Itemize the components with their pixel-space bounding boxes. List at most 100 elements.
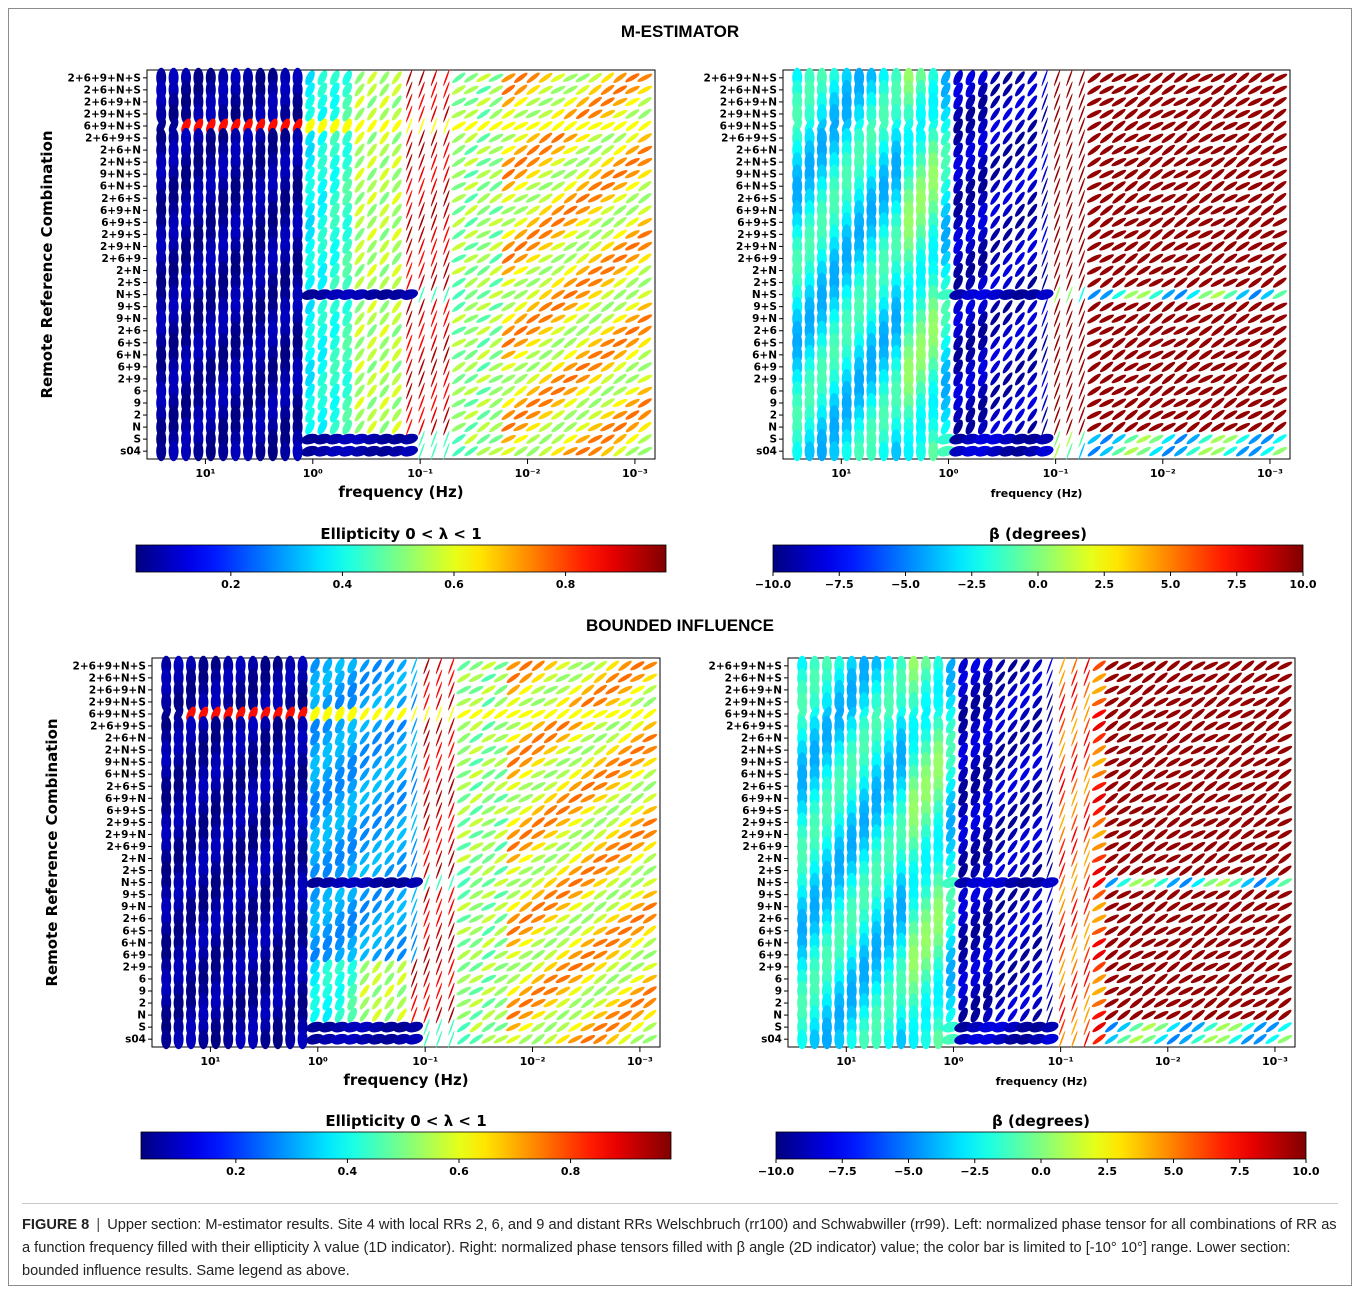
ellipse-mark xyxy=(488,230,504,239)
ellipse-mark xyxy=(317,166,328,182)
ellipse-mark xyxy=(329,214,340,230)
ellipse-mark xyxy=(430,250,438,267)
ellipse-mark xyxy=(406,153,413,171)
ellipse-mark xyxy=(305,106,315,122)
ellipse-mark xyxy=(317,275,328,291)
ellipse-mark xyxy=(637,241,653,251)
ellipse-mark xyxy=(463,242,479,251)
ellipse-mark xyxy=(526,301,540,313)
ellipse-mark xyxy=(367,276,377,290)
ellipse-mark xyxy=(501,121,516,131)
ellipse-mark xyxy=(329,190,340,206)
ellipse-mark xyxy=(637,302,653,311)
ellipse-mark xyxy=(538,229,553,240)
ellipse-mark xyxy=(329,238,340,254)
ellipse-mark xyxy=(406,225,413,243)
ellipse-mark xyxy=(430,165,438,183)
ellipse-mark xyxy=(354,251,365,266)
ellipse-mark xyxy=(418,213,425,231)
ellipse-mark xyxy=(406,165,413,183)
ellipse-mark xyxy=(563,277,578,288)
ellipse-mark xyxy=(406,129,413,147)
ellipse-mark xyxy=(463,157,479,167)
ellipse-mark xyxy=(637,85,653,95)
ellipse-mark xyxy=(588,145,603,155)
ellipse-mark xyxy=(391,107,402,121)
ellipse-mark xyxy=(367,263,377,278)
ellipse-mark xyxy=(563,290,578,299)
ellipse-mark xyxy=(563,85,578,95)
ellipse-mark xyxy=(576,253,590,264)
ellipse-mark xyxy=(538,97,554,107)
ellipse-mark xyxy=(379,191,390,205)
ellipse-mark xyxy=(406,81,413,99)
ellipse-mark xyxy=(563,241,578,252)
ellipse-mark xyxy=(367,143,377,157)
ellipse-mark xyxy=(443,141,450,159)
ellipse-mark xyxy=(514,241,528,252)
ellipse-mark xyxy=(538,265,553,276)
ellipse-mark xyxy=(430,129,438,147)
ellipse-mark xyxy=(305,142,315,158)
ellipse-mark xyxy=(443,286,450,304)
ellipse-mark xyxy=(563,169,578,180)
ellipse-mark xyxy=(451,277,466,288)
ellipse-mark xyxy=(329,299,340,315)
ellipse-mark xyxy=(317,299,328,315)
ellipse-mark xyxy=(587,290,603,300)
ellipse-mark xyxy=(451,254,467,263)
ellipse-mark xyxy=(600,182,615,191)
ellipse-mark xyxy=(550,302,566,312)
ellipse-mark xyxy=(575,145,591,155)
ellipse-mark xyxy=(588,156,602,168)
ellipse-mark xyxy=(625,204,640,216)
ellipse-mark xyxy=(587,194,603,203)
ellipse-mark xyxy=(588,301,603,312)
ellipse-mark xyxy=(430,262,438,279)
ellipse-mark xyxy=(451,241,466,251)
ellipse-mark xyxy=(418,250,425,267)
ellipse-mark xyxy=(354,155,365,169)
ellipse-mark xyxy=(625,302,640,312)
ellipse-mark xyxy=(476,120,491,132)
ellipse-mark xyxy=(379,239,390,253)
ellipse-mark xyxy=(443,213,450,231)
ellipse-mark xyxy=(476,181,491,192)
ellipse-mark xyxy=(443,129,450,147)
ellipse-mark xyxy=(406,177,413,195)
ellipse-mark xyxy=(600,109,616,119)
ellipse-mark xyxy=(305,202,315,218)
ellipse-mark xyxy=(600,133,615,143)
ellipse-mark xyxy=(563,218,578,227)
ellipse-mark xyxy=(430,213,438,231)
ellipse-mark xyxy=(525,266,541,275)
ellipse-mark xyxy=(501,290,516,299)
ellipse-mark xyxy=(430,177,438,195)
ellipse-mark xyxy=(613,144,627,156)
ellipse-mark xyxy=(625,145,640,155)
ellipse-mark xyxy=(379,107,390,121)
ellipse-mark xyxy=(575,218,591,227)
ellipse-mark xyxy=(550,169,566,179)
ellipse-mark xyxy=(501,193,516,203)
ellipse-mark xyxy=(464,204,478,216)
ellipse-mark xyxy=(476,145,491,155)
ellipse-mark xyxy=(538,132,553,144)
ellipse-mark xyxy=(391,119,402,133)
ellipse-mark xyxy=(464,132,478,144)
ellipse-mark xyxy=(538,277,553,288)
ellipse-mark xyxy=(464,120,478,132)
ellipse-mark xyxy=(418,153,425,171)
ellipse-mark xyxy=(538,289,553,300)
ellipse-mark xyxy=(391,167,402,181)
ellipse-mark xyxy=(354,167,365,181)
ellipse-mark xyxy=(464,193,479,204)
ellipse-mark xyxy=(600,217,615,228)
ellipse-mark xyxy=(391,239,402,253)
ellipse-mark xyxy=(430,81,438,99)
ellipse-mark xyxy=(514,72,528,83)
ellipse-mark xyxy=(526,277,541,288)
ellipse-mark xyxy=(600,194,615,203)
ellipse-mark xyxy=(354,179,365,193)
